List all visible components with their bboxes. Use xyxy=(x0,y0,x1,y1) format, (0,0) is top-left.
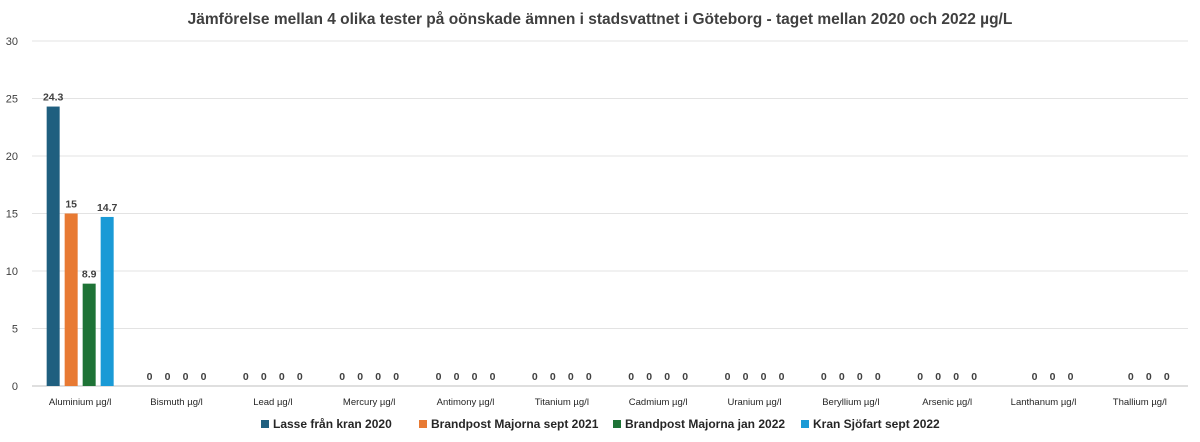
bar xyxy=(100,216,114,386)
data-label: 0 xyxy=(935,371,941,383)
data-label: 0 xyxy=(1146,371,1152,383)
data-label: 0 xyxy=(1050,371,1056,383)
y-tick-label: 10 xyxy=(6,266,18,278)
data-label: 0 xyxy=(646,371,652,383)
data-label: 0 xyxy=(628,371,634,383)
y-axis-ticks: 0 5 10 15 20 25 30 xyxy=(6,36,18,393)
data-label: 0 xyxy=(761,371,767,383)
data-label: 0 xyxy=(261,371,267,383)
data-label: 15 xyxy=(65,199,77,211)
data-label: 0 xyxy=(875,371,881,383)
data-label: 0 xyxy=(1068,371,1074,383)
data-label: 24.3 xyxy=(43,92,64,104)
data-label: 0 xyxy=(165,371,171,383)
category-label: Arsenic µg/l xyxy=(922,397,972,408)
data-label: 0 xyxy=(1032,371,1038,383)
data-label: 0 xyxy=(279,371,285,383)
data-label: 0 xyxy=(839,371,845,383)
bar xyxy=(82,283,96,386)
y-tick-label: 25 xyxy=(6,94,18,106)
bar xyxy=(64,213,78,386)
data-label: 0 xyxy=(243,371,249,383)
data-label: 0 xyxy=(779,371,785,383)
data-label: 0 xyxy=(743,371,749,383)
category-label: Lead µg/l xyxy=(253,397,292,408)
category-label: Lanthanum µg/l xyxy=(1011,397,1077,408)
data-label: 0 xyxy=(917,371,923,383)
category-label: Thallium µg/l xyxy=(1113,397,1167,408)
data-label: 0 xyxy=(1128,371,1134,383)
data-label: 0 xyxy=(454,371,460,383)
data-label: 0 xyxy=(393,371,399,383)
data-label: 0 xyxy=(490,371,496,383)
data-label: 0 xyxy=(357,371,363,383)
category-label: Titanium µg/l xyxy=(535,397,589,408)
data-label: 8.9 xyxy=(82,269,97,281)
data-label: 0 xyxy=(375,371,381,383)
bars xyxy=(46,106,114,387)
data-label: 0 xyxy=(183,371,189,383)
data-label: 0 xyxy=(297,371,303,383)
category-label: Cadmium µg/l xyxy=(629,397,688,408)
data-label: 0 xyxy=(532,371,538,383)
legend-label: Kran Sjöfart sept 2022 xyxy=(813,417,940,431)
y-tick-label: 30 xyxy=(6,36,18,48)
data-label: 0 xyxy=(586,371,592,383)
legend-swatch xyxy=(419,420,427,428)
data-label: 0 xyxy=(725,371,731,383)
data-label: 0 xyxy=(436,371,442,383)
data-label: 0 xyxy=(953,371,959,383)
y-tick-label: 0 xyxy=(12,381,18,393)
legend-label: Brandpost Majorna sept 2021 xyxy=(431,417,599,431)
category-label: Beryllium µg/l xyxy=(822,397,879,408)
data-label: 0 xyxy=(201,371,207,383)
category-label: Mercury µg/l xyxy=(343,397,395,408)
data-label: 0 xyxy=(568,371,574,383)
legend-label: Lasse från kran 2020 xyxy=(273,417,392,431)
category-label: Aluminium µg/l xyxy=(49,397,112,408)
y-tick-label: 20 xyxy=(6,151,18,163)
bar xyxy=(46,106,60,387)
category-label: Uranium µg/l xyxy=(727,397,781,408)
legend-swatch xyxy=(261,420,269,428)
legend-label: Brandpost Majorna jan 2022 xyxy=(625,417,785,431)
data-label: 0 xyxy=(550,371,556,383)
x-axis-categories: Aluminium µg/l Bismuth µg/l Lead µg/l Mercu… xyxy=(49,397,1167,408)
data-label: 0 xyxy=(857,371,863,383)
legend-swatch xyxy=(613,420,621,428)
data-label: 0 xyxy=(664,371,670,383)
y-tick-label: 15 xyxy=(6,209,18,221)
legend: Lasse från kran 2020 Brandpost Majorna se… xyxy=(261,417,940,431)
y-tick-label: 5 xyxy=(12,324,18,336)
data-label: 0 xyxy=(1164,371,1170,383)
data-label: 0 xyxy=(339,371,345,383)
data-label: 0 xyxy=(682,371,688,383)
category-label: Bismuth µg/l xyxy=(150,397,202,408)
chart-title: Jämförelse mellan 4 olika tester på oöns… xyxy=(188,11,1013,28)
data-label: 0 xyxy=(971,371,977,383)
legend-swatch xyxy=(801,420,809,428)
gridlines xyxy=(32,40,1188,387)
category-label: Antimony µg/l xyxy=(437,397,495,408)
data-label: 0 xyxy=(472,371,478,383)
data-label: 0 xyxy=(147,371,153,383)
data-label: 0 xyxy=(821,371,827,383)
data-label: 14.7 xyxy=(97,202,118,214)
